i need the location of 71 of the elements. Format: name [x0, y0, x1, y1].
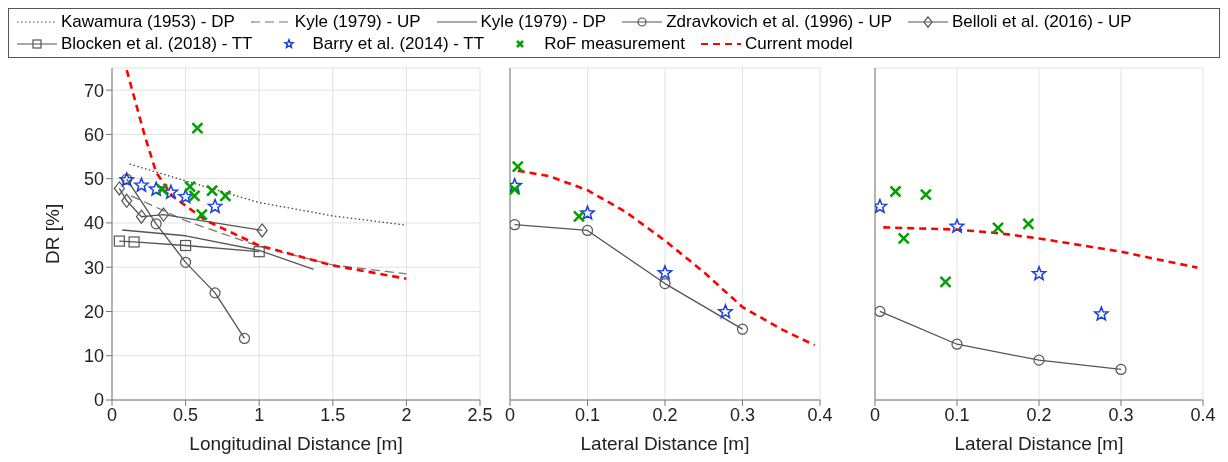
x-tick-label: 0.1	[944, 404, 970, 425]
point	[134, 177, 149, 192]
legend-label: Belloli et al. (2016) - UP	[952, 12, 1132, 32]
x-tick-label: 0.4	[1190, 404, 1216, 425]
point	[510, 178, 523, 193]
point	[163, 184, 179, 199]
point	[1093, 306, 1109, 321]
point	[875, 305, 886, 318]
line-series	[125, 68, 408, 281]
legend-label: Blocken et al. (2018) - TT	[61, 34, 253, 54]
x-axis-title: Lateral Distance [m]	[580, 433, 750, 454]
x-tick-label: 0.3	[729, 404, 756, 425]
legend-label: Zdravkovich et al. (1996) - UP	[666, 12, 892, 32]
legend-label: Kawamura (1953) - DP	[61, 12, 235, 32]
point	[113, 181, 125, 196]
y-tick-label: 40	[83, 213, 104, 234]
point	[1031, 266, 1047, 281]
x-tick-label: 1.5	[320, 404, 346, 425]
x-tick-label: 2	[401, 404, 412, 425]
legend-label: Barry et al. (2014) - TT	[312, 34, 485, 54]
y-axis-title: DR [%]	[41, 203, 63, 264]
x-tick-label: 0	[869, 404, 881, 425]
x-tick-label: 0.2	[652, 404, 678, 425]
legend-label: RoF measurement	[544, 34, 685, 54]
point	[510, 219, 521, 231]
point	[951, 338, 963, 350]
x-tick-label: 0	[504, 404, 516, 425]
point	[135, 209, 148, 224]
point	[207, 198, 223, 213]
x-tick-label: 1	[254, 404, 265, 425]
x-tick-label: 0.2	[1026, 404, 1052, 425]
y-tick-label: 10	[83, 346, 104, 367]
point	[659, 277, 671, 290]
x-tick-label: 2.5	[467, 404, 493, 425]
point	[148, 181, 164, 196]
x-axis-title: Lateral Distance [m]	[954, 433, 1124, 454]
y-tick-label: 50	[83, 169, 104, 190]
point	[128, 236, 140, 248]
y-tick-label: 20	[83, 301, 104, 322]
x-tick-label: 0	[106, 404, 118, 425]
point	[178, 189, 194, 204]
y-tick-label: 60	[83, 124, 104, 145]
point	[657, 265, 673, 280]
x-tick-label: 0.3	[1108, 404, 1134, 425]
point	[253, 246, 265, 258]
y-tick-label: 30	[83, 257, 104, 278]
point	[180, 239, 192, 252]
point	[180, 256, 192, 268]
point	[718, 304, 733, 319]
point	[949, 218, 965, 233]
y-tick-label: 0	[93, 390, 104, 411]
point	[580, 205, 595, 220]
x-tick-label: 0.1	[574, 404, 601, 425]
x-tick-label: 0.5	[173, 404, 199, 425]
y-tick-label: 70	[83, 80, 104, 101]
point	[157, 207, 170, 222]
x-tick-label: 0.4	[807, 404, 833, 425]
point	[121, 193, 133, 208]
point	[256, 223, 268, 238]
point	[581, 224, 594, 237]
point	[238, 332, 251, 345]
point	[1033, 354, 1045, 366]
legend-label: Kyle (1979) - UP	[294, 12, 421, 32]
point	[150, 218, 162, 230]
point	[1115, 363, 1127, 376]
point	[209, 287, 221, 299]
point	[736, 323, 749, 335]
legend-label: Current model	[744, 34, 853, 54]
legend-label: Kyle (1979) - DP	[480, 12, 607, 32]
x-axis-title: Longitudinal Distance [m]	[189, 433, 403, 454]
point	[113, 235, 125, 247]
